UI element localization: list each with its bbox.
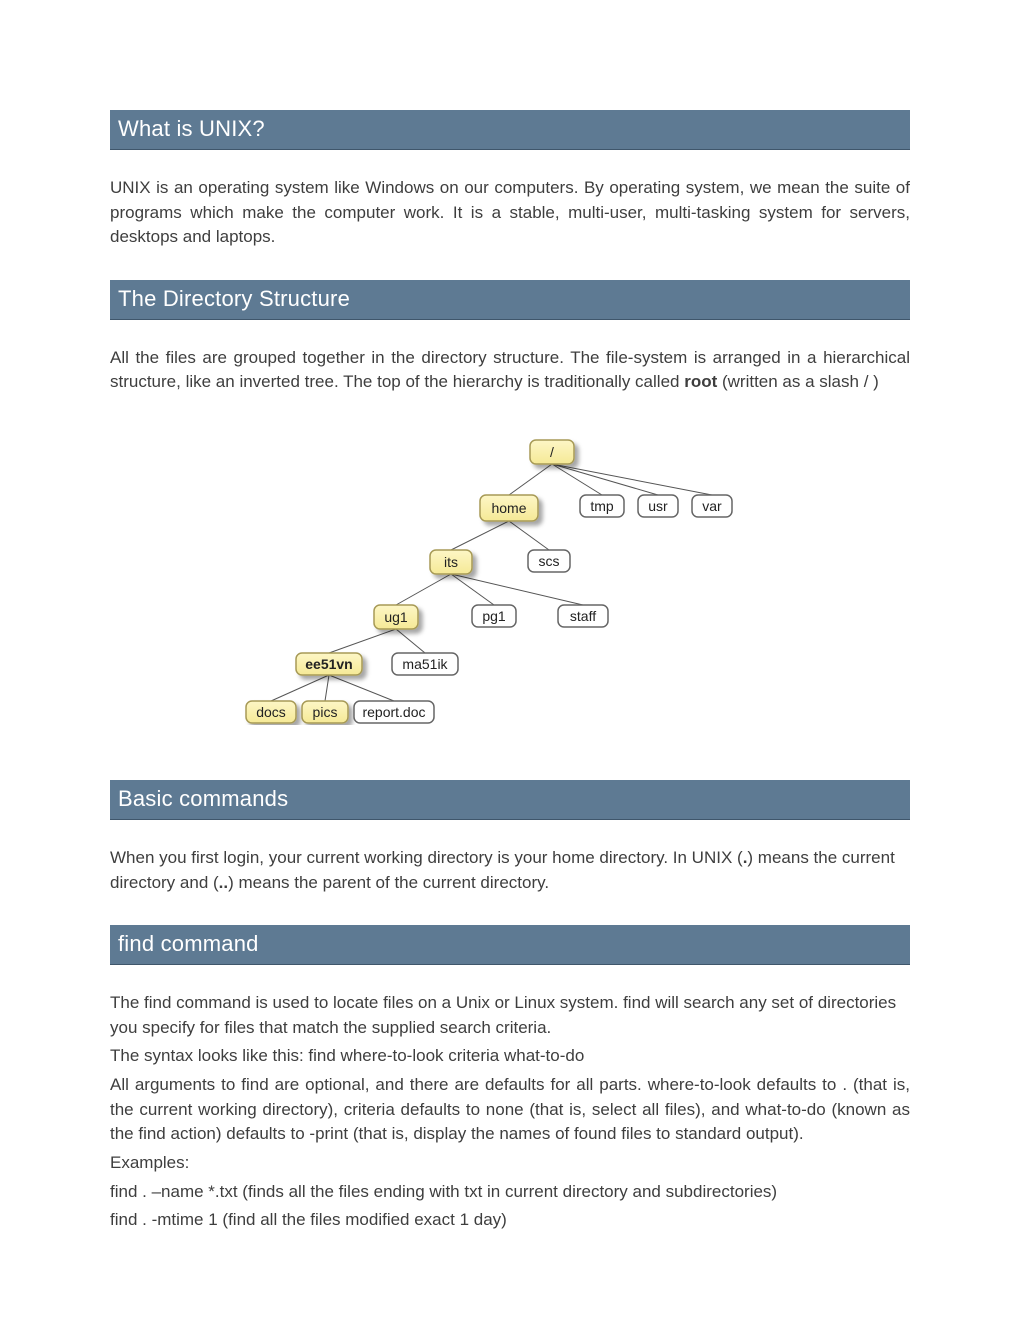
paragraph-directory-structure: All the files are grouped together in th…: [110, 346, 910, 395]
tree-node-pg1: pg1: [472, 605, 516, 627]
tree-edge: [396, 574, 451, 605]
tree-edge: [329, 629, 396, 653]
tree-edge: [325, 675, 329, 701]
directory-tree-diagram: / home tmp usr var its scs ug1 pg1 staff ee51vn ma5…: [110, 425, 910, 725]
paragraph-find-example-2: find . -mtime 1 (find all the files modi…: [110, 1208, 910, 1233]
tree-edge: [271, 675, 329, 701]
heading-what-is-unix: What is UNIX?: [110, 110, 910, 150]
document-page: What is UNIX? UNIX is an operating syste…: [0, 0, 1020, 1297]
tree-edge: [552, 464, 658, 495]
text-fragment: (written as a slash / ): [717, 372, 879, 391]
svg-text:scs: scs: [539, 553, 560, 569]
svg-text:/: /: [550, 444, 554, 460]
tree-edge: [329, 675, 394, 701]
tree-node-its: its: [430, 550, 472, 574]
tree-edge: [509, 521, 549, 550]
tree-node-tmp: tmp: [580, 495, 624, 517]
tree-edge: [552, 464, 712, 495]
svg-text:ug1: ug1: [384, 609, 408, 625]
tree-node-home: home: [480, 495, 538, 521]
svg-text:var: var: [702, 498, 722, 514]
paragraph-find-examples-label: Examples:: [110, 1151, 910, 1176]
heading-find-command: find command: [110, 925, 910, 965]
tree-edge: [451, 574, 583, 605]
heading-basic-commands: Basic commands: [110, 780, 910, 820]
svg-text:ee51vn: ee51vn: [305, 656, 352, 672]
tree-node-ma51ik: ma51ik: [392, 653, 458, 675]
svg-text:pg1: pg1: [482, 608, 506, 624]
text-fragment: ) means the parent of the current direct…: [228, 873, 549, 892]
text-fragment: When you first login, your current worki…: [110, 848, 743, 867]
svg-text:usr: usr: [648, 498, 668, 514]
svg-text:report.doc: report.doc: [362, 704, 425, 720]
paragraph-find-syntax: The syntax looks like this: find where-t…: [110, 1044, 910, 1069]
paragraph-unix-intro: UNIX is an operating system like Windows…: [110, 176, 910, 250]
tree-node-ee51vn: ee51vn: [296, 653, 362, 675]
tree-node-root: /: [530, 440, 574, 464]
svg-text:ma51ik: ma51ik: [402, 656, 448, 672]
tree-node-staff: staff: [558, 605, 608, 627]
tree-node-usr: usr: [638, 495, 678, 517]
paragraph-find-desc: The find command is used to locate files…: [110, 991, 910, 1040]
svg-text:its: its: [444, 554, 458, 570]
tree-edge: [451, 521, 509, 550]
tree-node-var: var: [692, 495, 732, 517]
text-dotdot-bold: ..: [219, 873, 228, 892]
svg-text:home: home: [491, 500, 526, 516]
tree-node-pics: pics: [302, 701, 348, 723]
tree-node-report: report.doc: [354, 701, 434, 723]
text-root-bold: root: [684, 372, 717, 391]
svg-text:staff: staff: [570, 608, 596, 624]
tree-svg: / home tmp usr var its scs ug1 pg1 staff ee51vn ma5…: [110, 425, 750, 725]
tree-node-docs: docs: [246, 701, 296, 723]
paragraph-find-defaults: All arguments to find are optional, and …: [110, 1073, 910, 1147]
paragraph-find-example-1: find . –name *.txt (finds all the files …: [110, 1180, 910, 1205]
svg-text:tmp: tmp: [590, 498, 614, 514]
paragraph-basic-commands: When you first login, your current worki…: [110, 846, 910, 895]
tree-node-scs: scs: [528, 550, 570, 572]
tree-node-ug1: ug1: [374, 605, 418, 629]
heading-directory-structure: The Directory Structure: [110, 280, 910, 320]
svg-text:docs: docs: [256, 704, 286, 720]
svg-text:pics: pics: [313, 704, 338, 720]
tree-edge: [396, 629, 425, 653]
tree-edge: [509, 464, 552, 495]
